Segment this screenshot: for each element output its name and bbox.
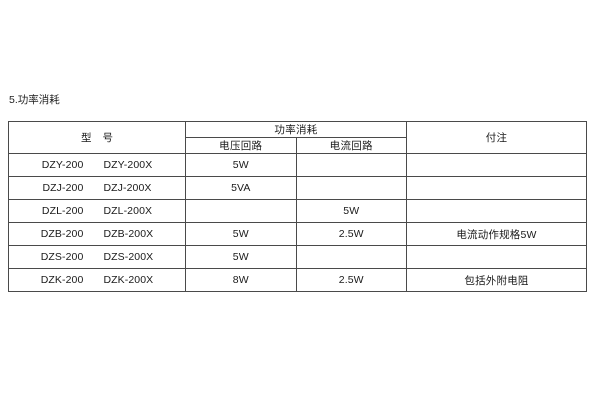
table-row: DZB-200 DZB-200X 5W 2.5W 电流动作规格5W bbox=[8, 222, 587, 246]
model-name-primary: DZB-200 bbox=[40, 228, 84, 240]
cell-voltage-circuit: 5W bbox=[185, 153, 297, 177]
cell-model: DZB-200 DZB-200X bbox=[8, 222, 186, 246]
header-power-consumption-label: 功率消耗 bbox=[274, 124, 318, 136]
model-name-secondary: DZJ-200X bbox=[103, 182, 152, 194]
header-model: 型 号 bbox=[8, 121, 186, 154]
model-name-secondary: DZB-200X bbox=[103, 228, 154, 240]
model-name-primary: DZS-200 bbox=[40, 251, 84, 263]
header-voltage-circuit: 电压回路 bbox=[185, 137, 297, 154]
cell-remark: 电流动作规格5W bbox=[406, 222, 587, 246]
model-name-secondary: DZL-200X bbox=[103, 205, 153, 217]
header-current-circuit: 电流回路 bbox=[295, 137, 407, 154]
cell-voltage-circuit bbox=[185, 199, 297, 223]
cell-remark bbox=[406, 199, 587, 223]
table-row: DZS-200 DZS-200X 5W bbox=[8, 245, 587, 269]
model-name-primary: DZK-200 bbox=[40, 274, 84, 286]
cell-model: DZL-200 DZL-200X bbox=[8, 199, 186, 223]
cell-current-circuit bbox=[295, 245, 407, 269]
cell-current-circuit bbox=[295, 176, 407, 200]
cell-voltage-circuit: 8W bbox=[185, 268, 297, 292]
table-header: 型 号 功率消耗 付注 电压回路 电流回路 bbox=[8, 121, 587, 154]
header-current-circuit-label: 电流回路 bbox=[329, 140, 373, 152]
cell-voltage-circuit: 5W bbox=[185, 245, 297, 269]
cell-model: DZS-200 DZS-200X bbox=[8, 245, 186, 269]
cell-current-circuit: 2.5W bbox=[295, 222, 407, 246]
model-name-secondary: DZY-200X bbox=[103, 159, 153, 171]
cell-model: DZJ-200 DZJ-200X bbox=[8, 176, 186, 200]
section-title: 5.功率消耗 bbox=[9, 94, 60, 106]
table-body: DZY-200 DZY-200X 5W DZJ-200 DZJ-200X 5VA D… bbox=[8, 153, 587, 292]
power-consumption-table: 型 号 功率消耗 付注 电压回路 电流回路 bbox=[8, 121, 587, 292]
model-name-primary: DZY-200 bbox=[41, 159, 84, 171]
model-name-secondary: DZS-200X bbox=[103, 251, 154, 263]
header-voltage-circuit-label: 电压回路 bbox=[219, 140, 263, 152]
model-name-secondary: DZK-200X bbox=[103, 274, 154, 286]
cell-voltage-circuit: 5VA bbox=[185, 176, 297, 200]
table-row: DZK-200 DZK-200X 8W 2.5W 包括外附电阻 bbox=[8, 268, 587, 292]
table-row: DZL-200 DZL-200X 5W bbox=[8, 199, 587, 223]
header-model-label: 型 号 bbox=[81, 132, 117, 144]
cell-current-circuit bbox=[295, 153, 407, 177]
cell-current-circuit: 5W bbox=[295, 199, 407, 223]
cell-remark bbox=[406, 245, 587, 269]
header-remark: 付注 bbox=[406, 121, 587, 154]
table-header-row-secondary: 电压回路 电流回路 bbox=[9, 137, 587, 154]
cell-current-circuit: 2.5W bbox=[295, 268, 407, 292]
cell-remark bbox=[406, 176, 587, 200]
cell-model: DZY-200 DZY-200X bbox=[8, 153, 186, 177]
header-remark-label: 付注 bbox=[485, 132, 508, 144]
header-power-consumption: 功率消耗 bbox=[185, 121, 407, 138]
cell-remark bbox=[406, 153, 587, 177]
cell-voltage-circuit: 5W bbox=[185, 222, 297, 246]
table-row: DZY-200 DZY-200X 5W bbox=[8, 153, 587, 177]
table-row: DZJ-200 DZJ-200X 5VA bbox=[8, 176, 587, 200]
cell-remark: 包括外附电阻 bbox=[406, 268, 587, 292]
model-name-primary: DZJ-200 bbox=[42, 182, 84, 194]
model-name-primary: DZL-200 bbox=[41, 205, 84, 217]
cell-model: DZK-200 DZK-200X bbox=[8, 268, 186, 292]
table-header-row-primary: 型 号 功率消耗 付注 bbox=[8, 121, 587, 154]
